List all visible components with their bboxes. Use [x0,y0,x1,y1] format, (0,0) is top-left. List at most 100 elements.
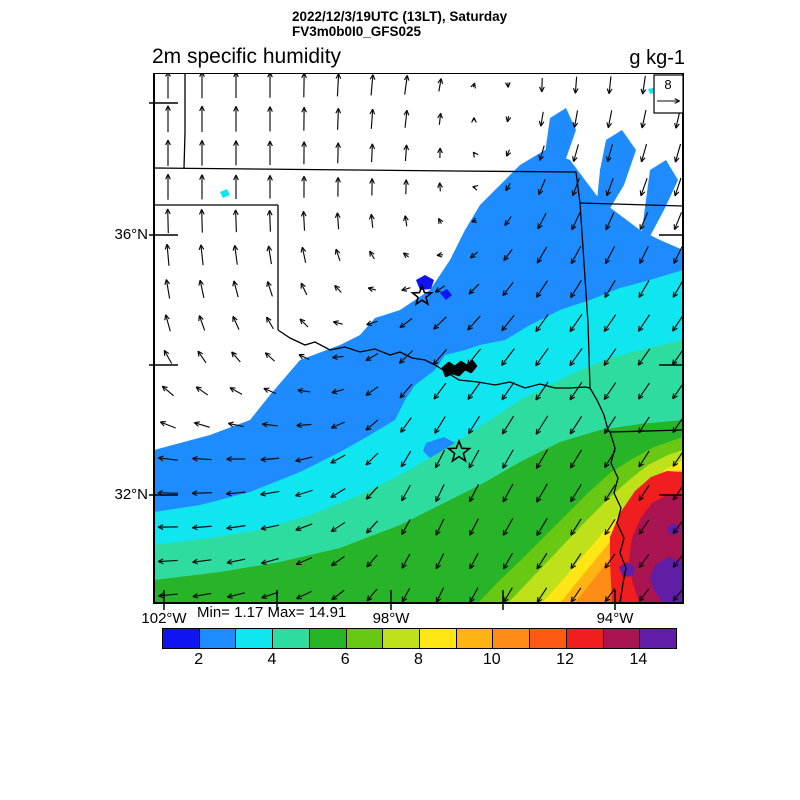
wind-vector [399,317,413,329]
wind-vector-head [331,598,338,601]
wind-vector-head [434,287,439,293]
wind-vector [672,280,684,298]
wind-vector-head [535,328,541,333]
wind-vector [268,210,272,232]
wind-vector [365,486,379,500]
wind-vector-head [439,147,443,154]
wind-vector-head [641,123,646,129]
colorbar [162,628,677,649]
wind-vector-head [535,362,541,367]
humidity-band [220,189,230,198]
wind-vector-head [639,190,642,196]
wind-vector-head [161,385,166,392]
figure-header: 2022/12/3/19UTC (13LT), Saturday FV3m0b0I… [292,9,507,39]
wind-vector-head [504,219,507,226]
wind-vector [298,354,310,360]
wind-vector-head [434,429,440,434]
wind-vector-head [158,595,164,599]
wind-vector [607,110,613,128]
wind-vector-head [403,75,408,81]
lat-label: 32°N [114,486,148,503]
wind-vector-head [535,428,538,435]
wind-vector-head [673,156,677,163]
wind-vector-head [538,154,541,161]
wind-vector-head [299,318,306,322]
wind-vector [365,452,379,466]
wind-vector-head [198,244,202,251]
wind-vector-head [266,245,270,252]
wind-vector-head [535,360,538,366]
wind-vector-head [401,289,408,292]
wind-vector [404,215,408,227]
wind-vector-head [335,73,340,79]
wind-vector-head [638,598,645,602]
wind-vector-head [399,395,406,399]
wind-vector-head [401,564,407,569]
wind-vector-head [166,243,171,250]
wind-vector-head [504,82,509,88]
wind-vector [371,143,373,163]
wind-vector-head [192,524,198,529]
wind-vector [370,74,374,96]
wind-vector-head [167,139,171,146]
wind-vector-head [501,362,507,366]
wind-vector-head [501,394,504,400]
humidity-band [416,275,434,290]
wind-vector [438,78,442,92]
humidity-band [440,289,452,300]
wind-vector-head [604,430,610,434]
wind-vector-head [226,527,233,531]
wind-vector-head [295,460,302,463]
wind-vector-head [369,108,374,115]
lon-label: 98°W [372,610,410,627]
wind-vector-head [192,561,199,565]
wind-vector-head [262,421,268,425]
wind-vector-head [536,498,542,503]
wind-vector-head [569,362,575,367]
plot-title: 2m specific humidity [152,45,342,68]
wind-vector-head [574,88,579,94]
map-canvas: 8 [146,71,691,613]
wind-vector-head [505,185,507,191]
wind-vector-head [331,564,337,567]
wind-vector-head [435,463,441,469]
wind-vector-head [192,558,198,563]
wind-vector-head [368,214,372,220]
wind-vector-head [232,280,235,287]
wind-vector-head [502,430,508,435]
wind-vector-head [538,120,542,127]
wind-vector-head [332,354,338,359]
wind-vector-head [503,565,509,570]
wind-vector [337,108,339,130]
wind-vector-head [467,393,470,400]
colorbar-tick-label: 2 [194,651,204,668]
wind-vector [535,415,549,435]
wind-vector [639,212,649,230]
wind-vector-head [433,361,439,366]
wind-vector [468,449,480,469]
wind-vector [296,590,312,600]
wind-vector-head [335,248,341,254]
wind-vector-head [468,430,474,435]
wind-vector [433,382,447,400]
wind-vector-head [638,293,644,298]
wind-vector [502,449,514,469]
wind-vector [638,416,650,434]
wind-vector [331,388,345,394]
wind-vector-head [536,532,542,537]
wind-vector-head [637,359,640,366]
wind-vector-head [469,498,475,503]
wind-vector [536,246,548,264]
wind-vector [637,348,651,366]
wind-vector [638,588,650,602]
wind-vector [536,280,548,298]
wind-vector [158,593,178,597]
wind-vector-head [365,424,369,431]
wind-vector-head [330,492,335,498]
wind-vector [295,557,313,565]
wind-vector-head [296,594,301,600]
wind-vector [366,520,378,534]
wind-vector-head [535,394,538,401]
wind-vector [227,592,245,598]
wind-vector [535,449,549,469]
